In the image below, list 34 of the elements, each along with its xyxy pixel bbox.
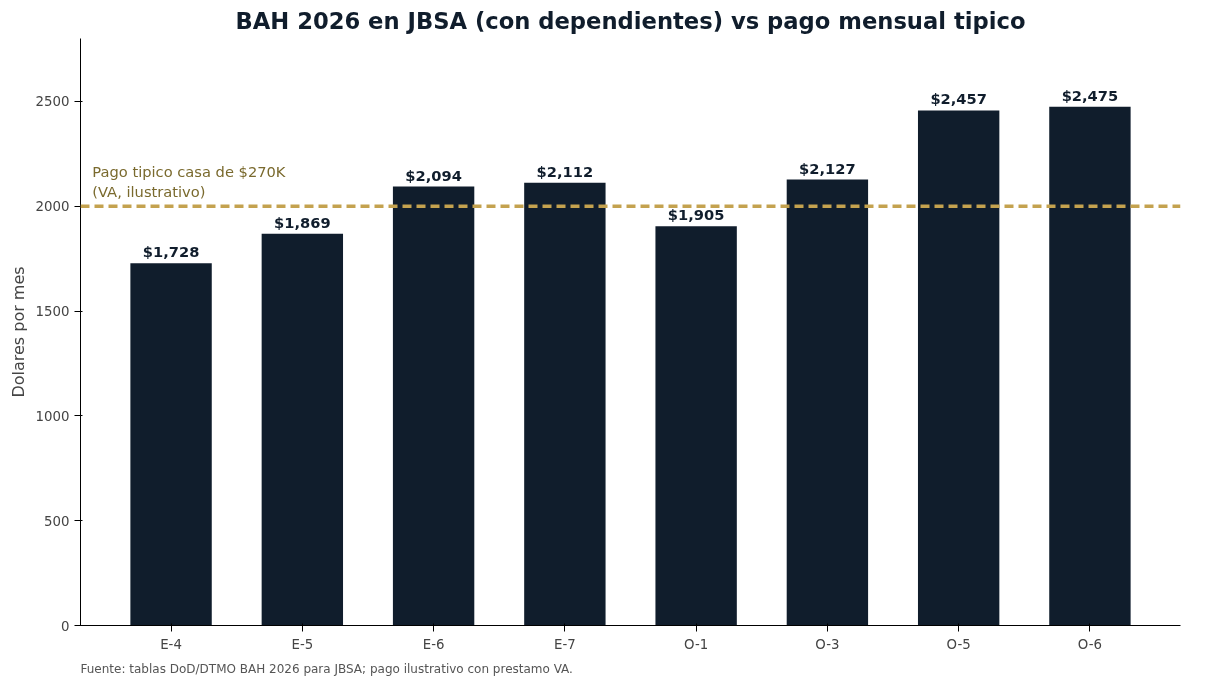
x-tick-label: E-4 [160, 636, 182, 652]
x-tick-label: E-7 [554, 636, 576, 652]
source-note: Fuente: tablas DoD/DTMO BAH 2026 para JBSA; pago ilustrativo con prestamo VA. [80, 661, 573, 676]
y-tick-label: 2000 [35, 199, 70, 215]
x-tick-label: O-1 [684, 636, 709, 652]
bar [261, 233, 344, 626]
data-label: $2,127 [799, 159, 856, 177]
data-label: $2,475 [1061, 86, 1119, 104]
data-label: $1,905 [667, 206, 725, 224]
y-tick-label: 1500 [35, 304, 70, 320]
bar [130, 263, 212, 626]
x-tick-label: O-6 [1077, 636, 1103, 652]
bar [917, 110, 1000, 626]
data-label: $2,457 [930, 90, 987, 108]
data-label: $2,112 [536, 162, 594, 180]
bar [392, 186, 475, 626]
x-tick-label: O-3 [815, 636, 840, 652]
x-tick-label: E-5 [291, 636, 314, 652]
bar [786, 179, 869, 626]
y-axis-title: Dolares por mes [8, 266, 28, 398]
ref-line-label: Pago tipico casa de $270K (VA, ilustrativo) [92, 162, 286, 201]
y-tick-label: 500 [44, 513, 70, 529]
bar [524, 182, 606, 626]
x-tick-label: E-6 [422, 636, 445, 652]
bar [1049, 106, 1131, 626]
data-label: $2,094 [405, 166, 462, 184]
data-label: $1,869 [274, 213, 331, 231]
y-tick-label: 2500 [35, 94, 70, 110]
data-label: $1,728 [142, 243, 200, 261]
chart-title: BAH 2026 en JBSA (con dependientes) vs pago mensual tipico [235, 7, 1026, 34]
y-tick-label: 1000 [35, 408, 70, 424]
x-tick-label: O-5 [946, 636, 971, 652]
bar [655, 226, 737, 626]
y-tick-label: 0 [61, 618, 70, 634]
